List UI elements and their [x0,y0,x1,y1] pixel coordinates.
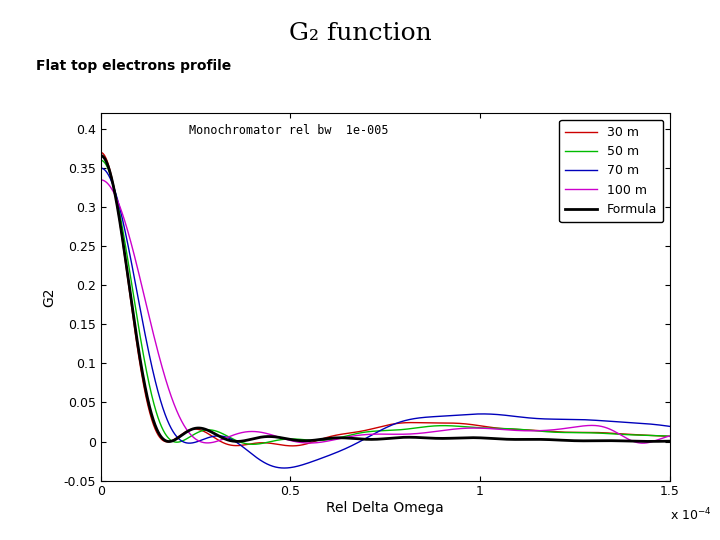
100 m [195,438,204,444]
50 m [96,157,105,164]
Text: x 10$^{-4}$: x 10$^{-4}$ [670,507,711,523]
Formula [593,437,602,444]
Text: Flat top electrons profile: Flat top electrons profile [36,59,231,73]
Legend: 30 m, 50 m, 70 m, 100 m, Formula: 30 m, 50 m, 70 m, 100 m, Formula [559,120,663,222]
50 m [248,441,257,448]
100 m [161,376,170,383]
50 m [665,433,674,440]
70 m [280,465,289,471]
70 m [315,456,323,462]
30 m [161,438,170,445]
30 m [96,149,105,156]
30 m [665,433,674,440]
Formula [195,425,204,431]
30 m [654,433,663,439]
50 m [315,437,323,444]
100 m [665,433,674,439]
50 m [195,429,204,435]
Text: G₂ function: G₂ function [289,22,431,45]
30 m [195,427,204,433]
50 m [654,433,663,439]
Text: Monochromator rel bw  1e-005: Monochromator rel bw 1e-005 [189,124,388,137]
Line: 30 m: 30 m [101,152,670,446]
Line: Formula: Formula [101,156,670,442]
30 m [339,430,348,437]
Line: 70 m: 70 m [101,168,670,468]
100 m [639,440,647,447]
Formula [654,438,663,444]
70 m [195,437,204,444]
50 m [593,430,602,436]
Line: 50 m: 50 m [101,160,670,444]
Formula [165,438,174,445]
30 m [315,437,323,443]
Formula [315,436,323,443]
70 m [654,422,663,428]
Y-axis label: G2: G2 [42,287,56,307]
100 m [593,422,601,429]
Formula [339,435,348,441]
X-axis label: Rel Delta Omega: Rel Delta Omega [326,501,444,515]
100 m [315,439,323,446]
30 m [593,429,602,436]
Formula [665,438,674,444]
100 m [96,177,105,183]
50 m [339,434,348,440]
30 m [288,443,297,449]
70 m [665,423,674,430]
70 m [593,417,602,424]
Line: 100 m: 100 m [101,180,670,443]
Formula [161,437,170,444]
70 m [339,446,348,453]
Formula [96,152,105,159]
100 m [654,436,663,443]
70 m [161,413,170,419]
50 m [161,431,170,438]
70 m [96,165,105,171]
100 m [339,435,348,441]
